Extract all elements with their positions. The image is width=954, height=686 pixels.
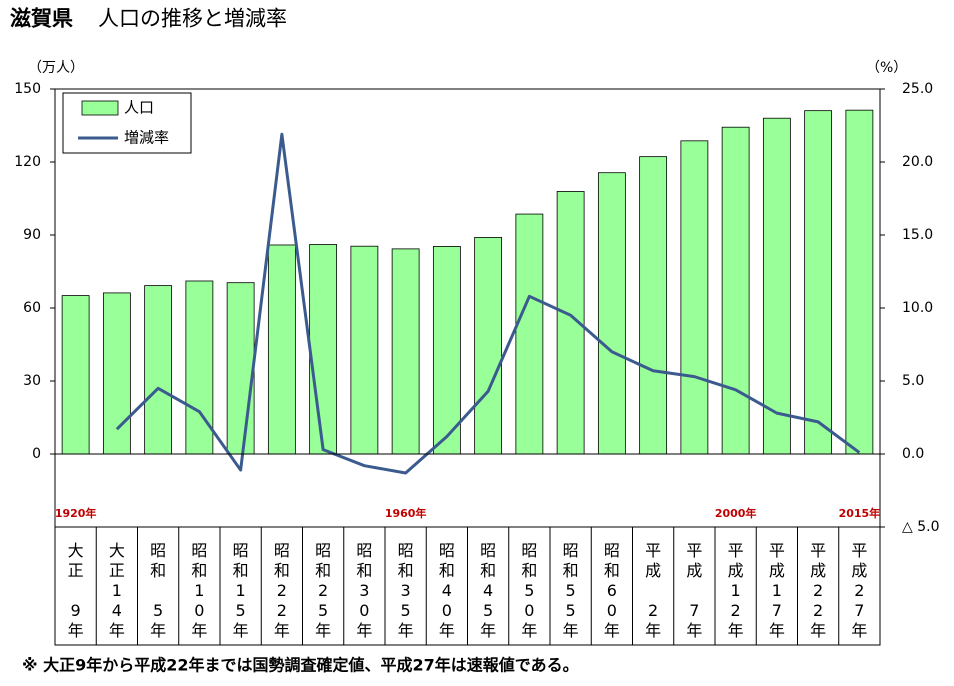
bar: [597, 172, 626, 455]
line: [115, 132, 861, 475]
plot-frame: [54, 88, 881, 528]
bar: [350, 245, 379, 455]
legend-swatch: [81, 100, 119, 116]
bar: [185, 280, 214, 455]
bar: [680, 140, 709, 455]
year-label: 1920年: [55, 506, 97, 520]
y2-tick-label: 25.0: [902, 81, 933, 97]
bar: [762, 117, 791, 455]
legend-label: 人口: [124, 99, 154, 117]
y-tick-label: 60: [23, 300, 41, 316]
bar: [102, 292, 131, 455]
bar: [144, 285, 173, 455]
chart-title: 滋賀県: [10, 6, 73, 31]
y2-unit: （%）: [866, 60, 907, 76]
year-label: 1960年: [385, 506, 427, 520]
bar: [391, 248, 420, 455]
chart-subtitle: 人口の推移と増減率: [98, 7, 287, 31]
note: ※ 大正9年から平成22年までは国勢調査確定値、平成27年は速報値である。: [22, 656, 579, 675]
y-tick-label: 30: [23, 373, 41, 389]
bar: [432, 246, 461, 455]
y2-tick-label: △ 5.0: [902, 519, 939, 535]
legend-label: 増減率: [124, 129, 169, 147]
bar: [845, 109, 874, 455]
bar: [309, 244, 338, 455]
bar: [61, 295, 90, 455]
y2-tick-label: 15.0: [902, 227, 933, 243]
y2-tick-label: 10.0: [902, 300, 933, 316]
bar: [267, 244, 296, 455]
y-tick-label: 90: [23, 227, 41, 243]
y-tick-label: 0: [32, 446, 41, 462]
year-label: 2015年: [839, 506, 881, 520]
y2-tick-label: 20.0: [902, 154, 933, 170]
bar: [721, 126, 750, 455]
bar: [226, 282, 255, 455]
y-unit: （万人）: [28, 60, 84, 76]
year-label: 2000年: [715, 506, 757, 520]
bar: [474, 237, 503, 455]
bar: [804, 110, 833, 455]
y2-tick-label: 5.0: [902, 373, 924, 389]
y-tick-label: 150: [14, 81, 41, 97]
bar: [515, 213, 544, 455]
y2-tick-label: 0.0: [902, 446, 924, 462]
bar: [639, 156, 668, 455]
y-tick-label: 120: [14, 154, 41, 170]
